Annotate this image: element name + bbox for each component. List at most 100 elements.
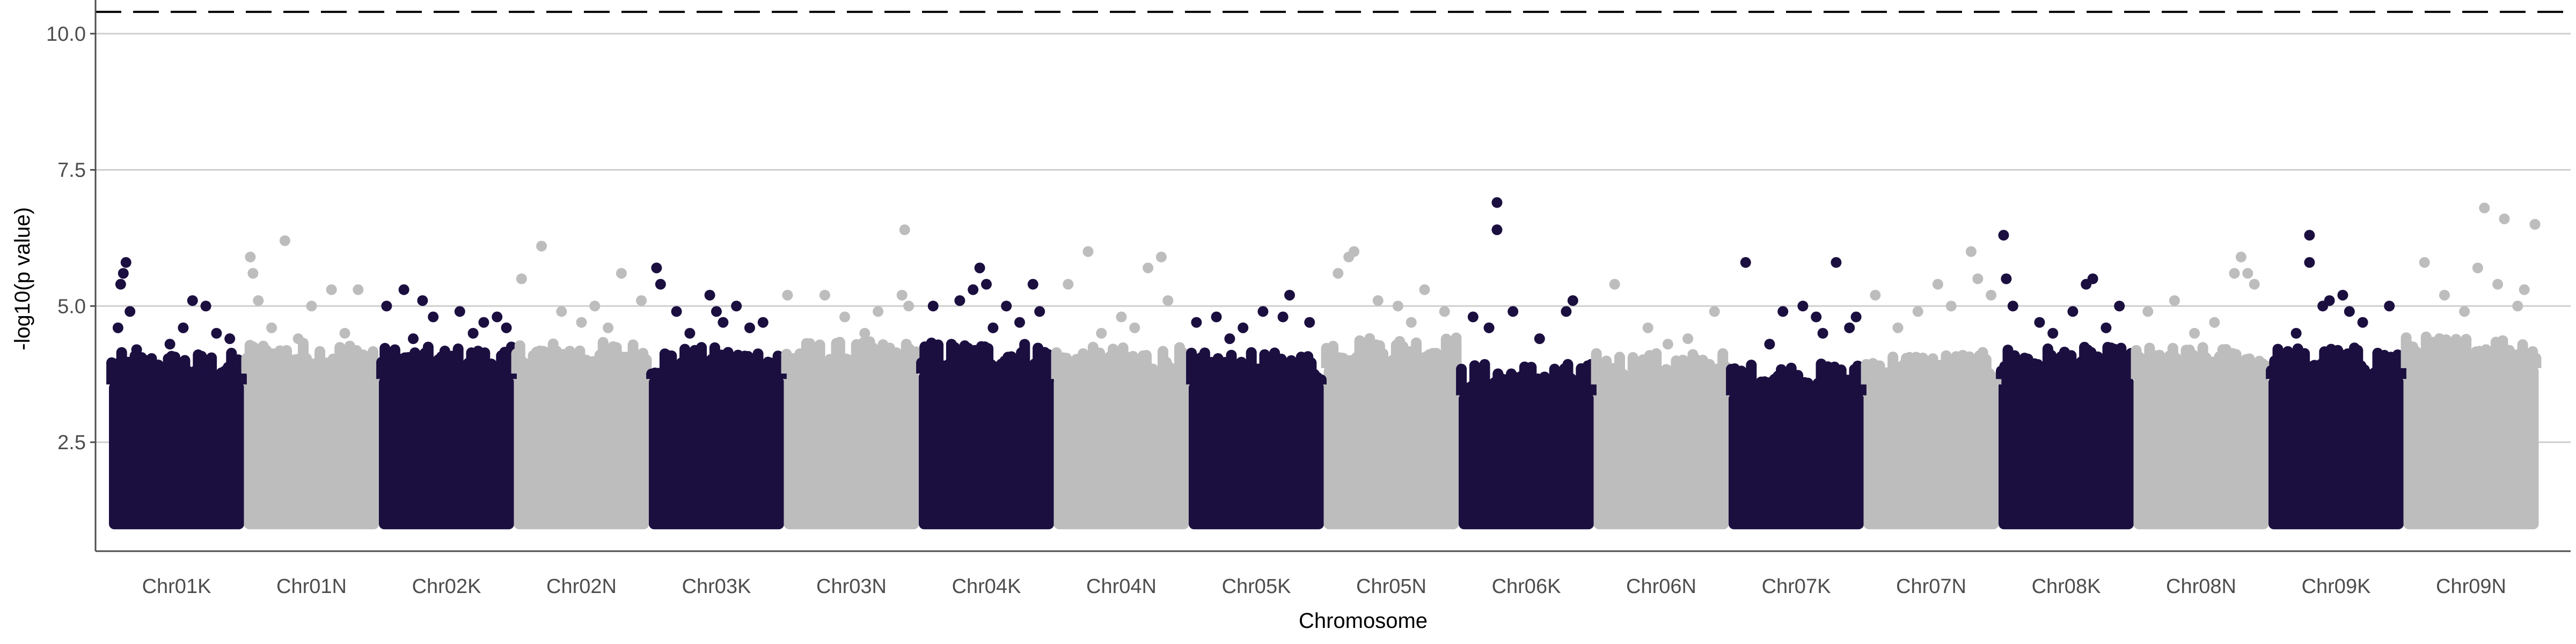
top-point-Chr07K-6 [1850, 311, 1862, 323]
top-point-Chr05K-1 [1211, 311, 1222, 323]
point-band-Chr01K [109, 382, 244, 530]
y-tick-label-1: 5.0 [57, 295, 86, 318]
top-point-Chr07K-5 [1844, 322, 1855, 333]
point-band-Chr08K [1999, 377, 2134, 530]
top-point-Chr05N-6 [1439, 306, 1450, 317]
top-point-Chr03N-4 [896, 289, 908, 301]
top-point-Chr06N-4 [1662, 339, 1673, 350]
top-point-Chr04K-8 [987, 322, 999, 333]
top-point-Chr08N-5 [2249, 279, 2260, 290]
top-point-Chr01K-11 [144, 355, 156, 366]
top-point-Chr01N-8 [339, 328, 350, 339]
top-point-Chr08K-9 [2101, 322, 2112, 333]
edge-stem-Chr01K-39 [236, 375, 247, 385]
top-point-Chr05K-7 [1224, 333, 1235, 345]
top-point-Chr04N-3 [1143, 262, 1154, 274]
top-point-Chr01K-8 [200, 301, 211, 312]
point-band-Chr03N [784, 371, 919, 530]
point-band-Chr05K [1189, 382, 1324, 530]
top-point-Chr07N-7 [1892, 322, 1904, 333]
top-point-Chr09K-7 [2384, 301, 2395, 312]
point-band-Chr04K [919, 371, 1054, 530]
top-point-Chr06K-3 [1483, 322, 1495, 333]
top-point-Chr01K-9 [211, 328, 222, 339]
top-point-Chr06K-1 [1491, 224, 1503, 236]
top-point-Chr01N-0 [245, 251, 256, 262]
top-point-Chr08N-1 [2169, 295, 2180, 306]
edge-stem-Chr07K-39 [1855, 384, 1867, 396]
top-point-Chr07N-3 [1945, 301, 1957, 312]
top-point-Chr05K-5 [1284, 289, 1295, 301]
top-point-Chr02K-3 [428, 311, 439, 323]
top-point-Chr09K-0 [2304, 230, 2315, 241]
x-tick-label-Chr07N: Chr07N [1896, 575, 1966, 598]
top-point-Chr02N-1 [536, 240, 547, 252]
top-point-Chr09N-6 [2519, 284, 2530, 295]
point-band-Chr09N [2403, 365, 2539, 530]
top-point-Chr02K-1 [398, 284, 409, 295]
top-point-Chr06K-7 [1534, 333, 1545, 345]
top-point-Chr06N-3 [1709, 306, 1720, 317]
top-point-Chr05K-2 [1238, 322, 1249, 333]
top-point-Chr04K-7 [1034, 306, 1045, 317]
data-points [106, 197, 2542, 399]
point-band-Chr06N [1593, 382, 1729, 530]
top-point-Chr01K-12 [131, 344, 142, 355]
top-point-Chr02N-7 [603, 322, 614, 333]
top-point-Chr05N-5 [1419, 284, 1430, 295]
x-tick-label-Chr08K: Chr08K [2032, 575, 2101, 598]
top-point-Chr07N-2 [1932, 279, 1943, 290]
top-point-Chr01K-6 [178, 322, 189, 333]
top-point-Chr02N-0 [516, 273, 527, 284]
top-point-Chr07K-0 [1740, 257, 1751, 268]
x-tick-label-Chr03N: Chr03N [816, 575, 887, 598]
top-point-Chr04N-4 [1155, 251, 1167, 262]
top-point-Chr06K-5 [1561, 306, 1572, 317]
top-point-Chr08N-2 [2209, 317, 2220, 328]
top-point-Chr09K-8 [2290, 328, 2302, 339]
top-point-Chr01K-0 [112, 322, 123, 333]
x-tick-label-Chr01K: Chr01K [142, 575, 211, 598]
edge-stem-Chr05K-39 [1315, 379, 1327, 385]
top-point-Chr06K-6 [1567, 295, 1578, 306]
top-point-Chr01K-5 [164, 339, 175, 350]
top-point-Chr05N-7 [1406, 317, 1417, 328]
top-point-Chr06K-4 [1507, 306, 1519, 317]
point-band-Chr07N [1863, 382, 1999, 530]
top-point-Chr01N-9 [292, 333, 304, 345]
x-tick-labels: Chr01K Chr01N Chr02K Chr02N Chr03K Chr03N Chr0… [142, 575, 2506, 598]
top-point-Chr03K-8 [684, 328, 696, 339]
top-point-Chr05K-0 [1191, 317, 1202, 328]
top-point-Chr08N-6 [2242, 268, 2253, 279]
top-point-Chr05K-4 [1277, 311, 1289, 323]
top-point-Chr07K-8 [1817, 328, 1828, 339]
top-point-Chr09N-3 [2479, 202, 2490, 214]
point-band-Chr08N [2133, 377, 2269, 530]
x-tick-label-Chr09K: Chr09K [2302, 575, 2371, 598]
x-tick-label-Chr06N: Chr06N [1626, 575, 1696, 598]
x-tick-label-Chr02N: Chr02N [546, 575, 617, 598]
top-point-Chr08K-2 [2007, 301, 2018, 312]
top-point-Chr03N-6 [903, 301, 914, 312]
top-point-Chr01N-2 [253, 295, 264, 306]
top-point-Chr02K-9 [467, 328, 479, 339]
top-point-Chr01N-1 [247, 268, 259, 279]
top-point-Chr08N-7 [2189, 328, 2200, 339]
y-tick-labels: 2.5 5.0 7.5 10.0 [46, 23, 96, 454]
top-point-Chr04N-5 [1162, 295, 1174, 306]
top-point-Chr04N-6 [1096, 328, 1107, 339]
top-point-Chr06K-2 [1467, 311, 1479, 323]
point-band-Chr05N [1323, 365, 1459, 530]
top-point-Chr09N-7 [2529, 219, 2541, 230]
top-point-Chr01K-2 [118, 268, 129, 279]
point-band-Chr03K [649, 377, 784, 530]
top-point-Chr01N-7 [266, 322, 277, 333]
x-tick-label-Chr09N: Chr09N [2436, 575, 2506, 598]
top-point-Chr03K-2 [671, 306, 682, 317]
top-point-Chr09K-3 [2324, 295, 2335, 306]
point-band-Chr07K [1729, 393, 1864, 530]
top-point-Chr02N-6 [576, 317, 587, 328]
x-tick-label-Chr03K: Chr03K [682, 575, 751, 598]
x-tick-label-Chr06K: Chr06K [1492, 575, 1561, 598]
edge-stem-Chr05N-39 [1451, 338, 1462, 368]
